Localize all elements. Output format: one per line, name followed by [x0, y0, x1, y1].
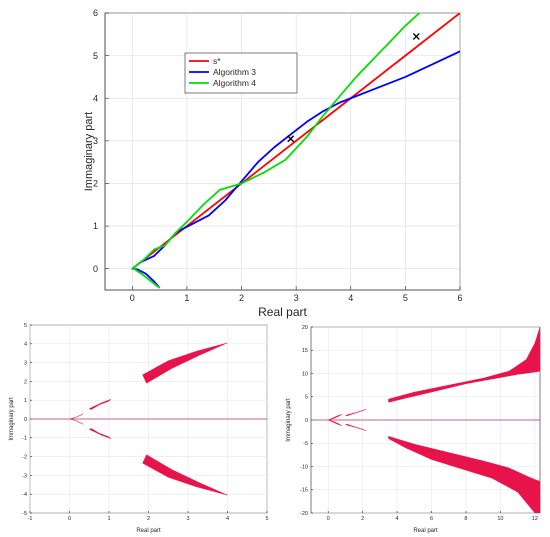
y-tick-label: 3	[93, 136, 98, 146]
main-markers	[287, 32, 420, 143]
x-marker	[287, 135, 295, 143]
y-tick-label: 4	[93, 93, 98, 103]
y-tick-label: 0	[305, 418, 308, 424]
main-y-axis-label: Immaginary part	[83, 112, 95, 191]
plot-content	[311, 327, 540, 513]
x-tick-label: 10	[497, 516, 503, 522]
y-tick-label: 20	[302, 325, 308, 331]
main-x-axis-label: Real part	[258, 305, 307, 319]
y-tick-label: 15	[302, 348, 308, 354]
x-tick-label: 6	[430, 516, 433, 522]
stability-region	[388, 327, 540, 403]
stability-region	[88, 399, 112, 410]
x-tick-label: 6	[457, 293, 462, 303]
x-tick-label: 5	[403, 293, 408, 303]
stability-region	[142, 342, 228, 384]
bottom-right-y-axis-label: Immaginary part	[286, 398, 292, 442]
stability-region	[344, 409, 367, 417]
bottom-right-x-axis-label: Real part	[413, 528, 438, 534]
x-marker	[412, 32, 420, 40]
bottom-right-ticks: 0 2 4 6 8 10 12 -20 -15 -10 -5 0 5 10 15 20	[300, 325, 538, 522]
x-tick-label: 1	[107, 516, 110, 522]
x-tick-label: 1	[184, 293, 189, 303]
bottom-left-ticks: -1 0 1 2 3 4 5 -5 -4 -3 -2 -1 0 1 2 3 4 5	[22, 323, 268, 522]
legend-label-algorithm-4: Algorithm 4	[213, 78, 256, 88]
x-tick-label: 2	[147, 516, 150, 522]
y-tick-label: 6	[93, 8, 98, 18]
x-tick-label: 5	[265, 516, 268, 522]
y-tick-label: 5	[305, 395, 308, 401]
y-tick-label: -5	[303, 441, 308, 447]
x-tick-label: 2	[361, 516, 364, 522]
y-tick-label: 3	[24, 361, 27, 367]
stability-region	[328, 414, 343, 421]
y-tick-label: 1	[24, 398, 27, 404]
stability-region	[69, 418, 84, 425]
stability-region	[69, 413, 84, 420]
x-tick-label: -1	[28, 516, 33, 522]
y-tick-label: 5	[93, 51, 98, 61]
y-tick-label: -20	[300, 511, 308, 517]
bottom-right-regions	[311, 327, 540, 513]
y-tick-label: -2	[22, 455, 27, 461]
y-tick-label: 2	[24, 379, 27, 385]
stability-region	[88, 428, 112, 439]
bottom-left-regions	[30, 342, 267, 496]
y-tick-label: 1	[93, 221, 98, 231]
stability-region	[388, 436, 540, 513]
y-tick-label: -5	[22, 511, 27, 517]
legend-label-s-star: s*	[213, 56, 221, 66]
y-tick-label: 2	[93, 179, 98, 189]
x-tick-label: 0	[68, 516, 71, 522]
x-tick-label: 12	[532, 516, 538, 522]
plot-content	[131, 13, 460, 289]
y-tick-label: 0	[93, 264, 98, 274]
y-tick-label: -10	[300, 464, 308, 470]
stability-region	[142, 454, 228, 496]
stability-region	[328, 419, 343, 426]
x-tick-label: 8	[464, 516, 467, 522]
x-tick-label: 4	[348, 293, 353, 303]
main-series	[131, 13, 460, 289]
main-legend: s* Algorithm 3 Algorithm 4	[184, 52, 298, 94]
x-tick-label: 0	[130, 293, 135, 303]
plot-content	[30, 342, 267, 496]
bottom-right-chart: 0 2 4 6 8 10 12 -20 -15 -10 -5 0 5 10 15 20 Real part I…	[286, 325, 541, 534]
bottom-left-x-axis-label: Real part	[136, 528, 161, 534]
y-tick-label: -15	[300, 488, 308, 494]
x-tick-label: 2	[239, 293, 244, 303]
y-tick-label: -4	[22, 492, 27, 498]
bottom-left-y-axis-label: Immaginary part	[9, 397, 15, 441]
main-chart: 0 1 2 3 4 5 6 0 1 2 3 4 5 6 Real part Immaginary part…	[83, 8, 463, 319]
y-tick-label: 0	[24, 417, 27, 423]
y-tick-label: 5	[24, 323, 27, 329]
y-tick-label: -3	[22, 473, 27, 479]
stability-region	[344, 423, 367, 431]
bottom-left-chart: -1 0 1 2 3 4 5 -5 -4 -3 -2 -1 0 1 2 3 4 5 Real part Immag…	[9, 323, 269, 534]
x-tick-label: 4	[396, 516, 399, 522]
x-tick-label: 3	[294, 293, 299, 303]
series-line-algorithm-4	[131, 13, 421, 289]
x-tick-label: 4	[226, 516, 229, 522]
main-ticks: 0 1 2 3 4 5 6 0 1 2 3 4 5 6	[93, 8, 463, 303]
legend-label-algorithm-3: Algorithm 3	[213, 67, 256, 77]
y-tick-label: 4	[24, 342, 27, 348]
x-tick-label: 3	[186, 516, 189, 522]
y-tick-label: -1	[22, 436, 27, 442]
y-tick-label: 10	[302, 371, 308, 377]
x-tick-label: 0	[327, 516, 330, 522]
main-grid	[105, 12, 461, 290]
